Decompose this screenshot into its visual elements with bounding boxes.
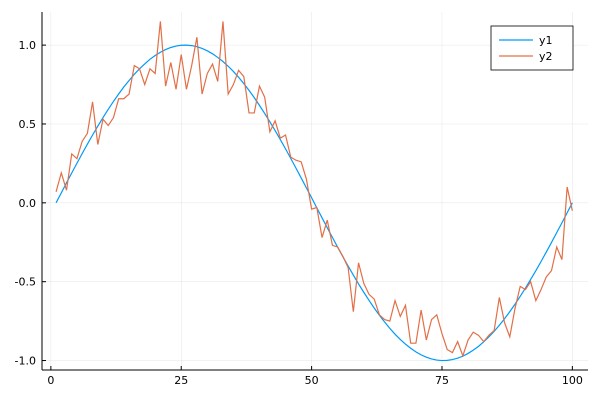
line-series <box>55 21 573 358</box>
y-tick-label: -1.0 <box>15 355 36 368</box>
x-tick-label: 100 <box>562 374 583 387</box>
legend-box <box>490 25 574 71</box>
legend-label: y1 <box>539 34 553 47</box>
y-tick-label: 0.0 <box>19 197 37 210</box>
y-tick-label: -0.5 <box>15 276 36 289</box>
y-tick-label: 1.0 <box>19 39 37 52</box>
x-tick-label: 0 <box>47 374 54 387</box>
x-tick-label: 25 <box>174 374 188 387</box>
x-tick-label: 50 <box>305 374 319 387</box>
y-tick-label: 0.5 <box>19 118 37 131</box>
x-tick-label: 75 <box>435 374 449 387</box>
legend-label: y2 <box>539 50 553 63</box>
